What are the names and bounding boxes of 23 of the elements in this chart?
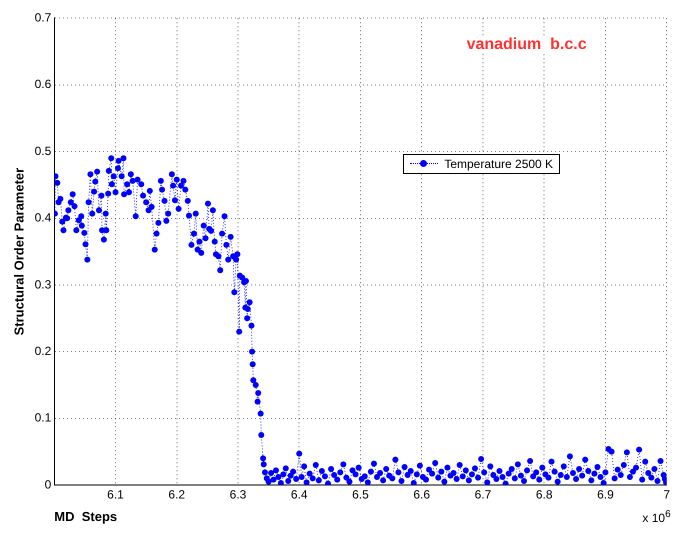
text: x 10$^{6}$: [642, 509, 671, 525]
x-tick-label: 6.7: [474, 488, 492, 502]
x-tick-label: 6.9: [597, 488, 614, 502]
y-tick-label: 0.1: [34, 410, 52, 425]
x-tick-label: 7: [663, 488, 670, 502]
y-axis-title: Structural Order Parameter: [11, 168, 26, 336]
annotation: vanadium b.c.c: [464, 36, 589, 54]
x-tick-label: 6.2: [168, 488, 186, 502]
y-tick-label: 0: [44, 477, 52, 492]
y-tick-label: 0.3: [34, 277, 52, 292]
x-tick-label: 6.6: [413, 488, 430, 502]
x-tick-label: 6.4: [290, 488, 308, 502]
x-tick-label: 6.5: [352, 488, 370, 502]
x-tick-label: 6.1: [107, 488, 124, 502]
x-axis-title: MD Steps: [54, 508, 118, 524]
legend-label: Temperature 2500 K: [444, 156, 554, 171]
x-tick-label: 6.8: [536, 488, 553, 502]
y-tick-label: 0.6: [34, 77, 52, 92]
x-tick-label: 6.3: [230, 488, 247, 502]
y-tick-label: 0.7: [34, 10, 52, 25]
y-tick-label: 0.2: [34, 344, 52, 358]
y-tick-label: 0.4: [34, 210, 52, 225]
y-tick-label: 0.5: [34, 144, 52, 158]
